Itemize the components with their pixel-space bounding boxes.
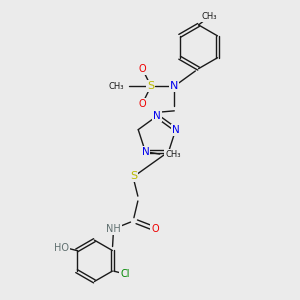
Text: Cl: Cl — [120, 268, 130, 278]
Text: S: S — [130, 171, 137, 182]
Text: N: N — [172, 124, 180, 135]
Text: N: N — [153, 111, 161, 121]
Text: O: O — [151, 224, 159, 234]
Text: N: N — [142, 147, 149, 157]
Text: HO: HO — [54, 243, 69, 253]
Text: NH: NH — [106, 224, 121, 234]
Text: CH₃: CH₃ — [109, 82, 124, 91]
Text: CH₃: CH₃ — [165, 150, 181, 159]
Text: O: O — [139, 99, 146, 109]
Text: S: S — [147, 81, 155, 91]
Text: CH₃: CH₃ — [201, 12, 217, 21]
Text: N: N — [170, 81, 178, 91]
Text: O: O — [139, 64, 146, 74]
